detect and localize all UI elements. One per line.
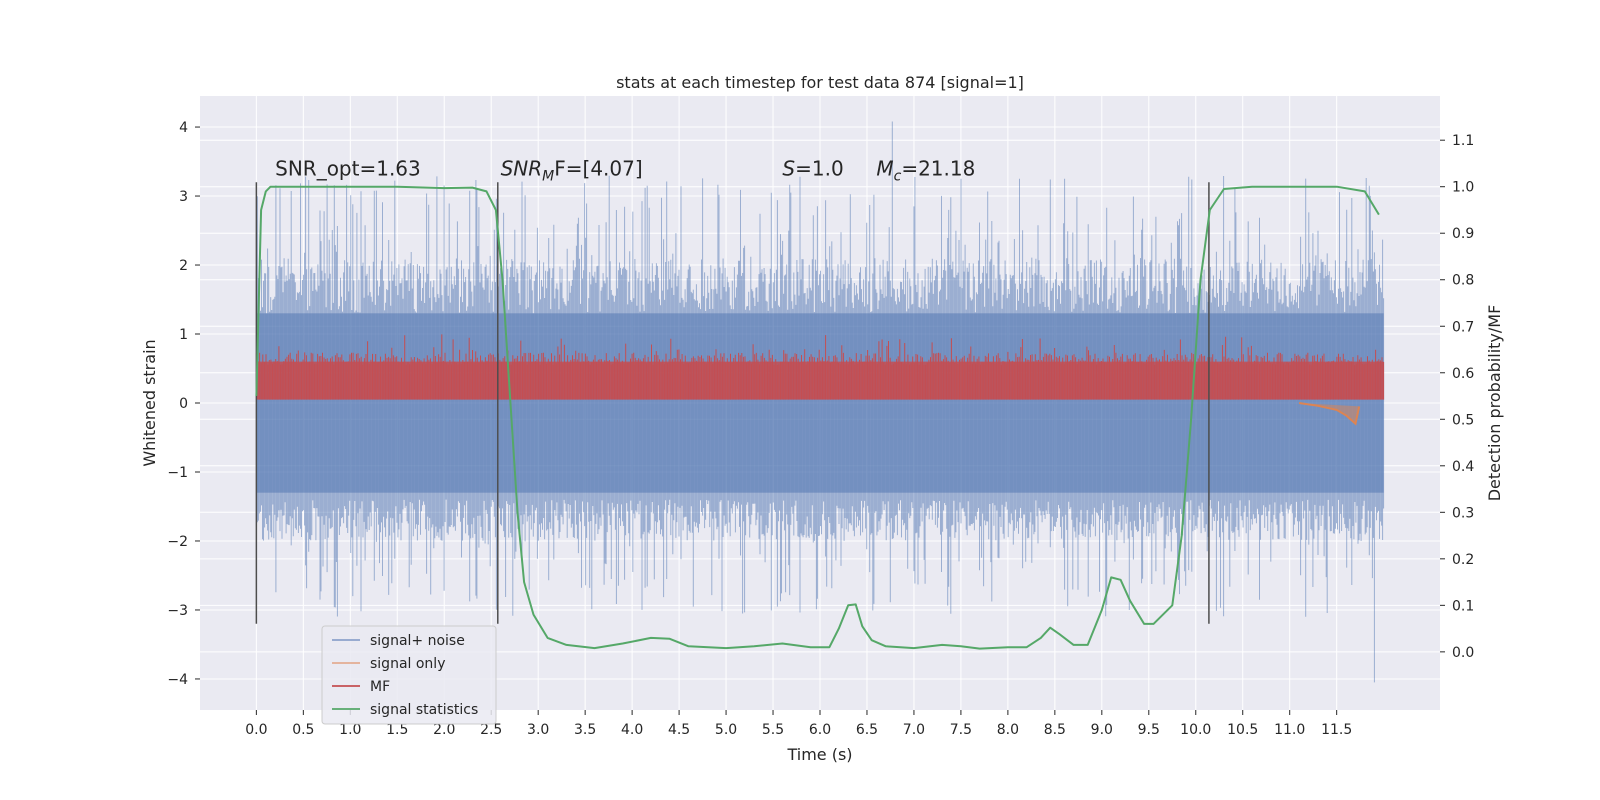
y2-tick-label: 0.9 (1452, 226, 1474, 242)
x-tick-label: 3.0 (527, 722, 549, 738)
x-tick-label: 7.5 (950, 722, 972, 738)
x-tick-label: 0.5 (292, 722, 314, 738)
annotations: SNR_opt=1.63 SNRMF=[4.07] S=1.0 Mc=21.18 (275, 156, 975, 184)
y2-tick-label: 0.8 (1452, 273, 1474, 289)
x-tick-label: 2.5 (480, 722, 502, 738)
legend-label-mf: MF (370, 679, 390, 695)
mf-series (255, 334, 1385, 400)
chart-title: stats at each timestep for test data 874… (616, 73, 1024, 92)
annotation-mc-main: M (876, 156, 893, 180)
y2-tick-label: 0.5 (1452, 412, 1474, 428)
signal-statistics-line (255, 185, 1380, 650)
annotation-snr-opt: SNR_opt=1.63 (275, 156, 421, 180)
signal-only-series (1298, 402, 1361, 426)
x-tick-label: 4.0 (621, 722, 643, 738)
legend-label-signal-noise: signal+ noise (370, 633, 465, 649)
x-tick-label: 11.5 (1321, 722, 1352, 738)
y-tick-label: 0 (179, 396, 188, 412)
annotation-mc-sub: c (894, 168, 902, 184)
y2-axis-label: Detection probability/MF (1485, 305, 1504, 502)
y-tick-label: −1 (167, 465, 188, 481)
y2-tick-label: 0.1 (1452, 598, 1474, 614)
x-tick-label: 10.5 (1227, 722, 1258, 738)
y2-tick-label: 0.6 (1452, 366, 1474, 382)
y2-tick-label: 0.2 (1452, 552, 1474, 568)
annotation-snr-mf-rest: F=[4.07] (554, 156, 642, 180)
x-tick-label: 4.5 (668, 722, 690, 738)
legend-label-signal-statistics: signal statistics (370, 702, 478, 718)
x-tick-label: 1.5 (386, 722, 408, 738)
y-tick-label: −4 (167, 672, 188, 688)
y-axis-ticks: −4 −3 −2 −1 0 1 2 3 4 (167, 120, 200, 688)
x-tick-label: 9.0 (1091, 722, 1113, 738)
y-tick-label: 3 (179, 189, 188, 205)
y-tick-label: −3 (167, 603, 188, 619)
x-axis-label: Time (s) (786, 745, 852, 764)
y-tick-label: 4 (179, 120, 188, 136)
annotation-s-rest: =1.0 (795, 156, 844, 180)
y-tick-label: −2 (167, 534, 188, 550)
annotation-snr-mf-sub: M (542, 168, 554, 184)
x-tick-label: 5.0 (715, 722, 737, 738)
x-tick-label: 5.5 (762, 722, 784, 738)
x-tick-label: 6.0 (809, 722, 831, 738)
x-tick-label: 3.5 (574, 722, 596, 738)
annotation-s: S=1.0 (782, 156, 843, 180)
x-tick-label: 10.0 (1180, 722, 1211, 738)
x-tick-label: 0.0 (245, 722, 267, 738)
y2-tick-label: 0.0 (1452, 645, 1474, 661)
x-tick-label: 8.0 (997, 722, 1019, 738)
x-tick-label: 11.0 (1274, 722, 1305, 738)
x-tick-label: 8.5 (1044, 722, 1066, 738)
y-tick-label: 1 (179, 327, 188, 343)
y2-tick-label: 0.3 (1452, 505, 1474, 521)
x-tick-label: 6.5 (856, 722, 878, 738)
y2-tick-label: 0.4 (1452, 459, 1474, 475)
x-axis-ticks: 0.0 0.5 1.0 1.5 2.0 2.5 3.0 3.5 4.0 4.5 5.0 5.5 6.0 6… (245, 710, 1352, 738)
x-tick-label: 1.0 (339, 722, 361, 738)
signal-only-line (1298, 402, 1361, 426)
signal-statistics-series (255, 185, 1380, 650)
annotation-s-main: S (782, 156, 795, 180)
y2-tick-label: 1.0 (1452, 180, 1474, 196)
y2-tick-label: 1.1 (1452, 133, 1474, 149)
x-tick-label: 7.0 (903, 722, 925, 738)
y2-axis-ticks: 0.0 0.1 0.2 0.3 0.4 0.5 0.6 0.7 0.8 0.9 1.0 1.1 (1440, 133, 1474, 661)
mf-core (256, 361, 1384, 400)
x-tick-label: 9.5 (1138, 722, 1160, 738)
annotation-snr-mf-main: SNR (501, 156, 543, 180)
annotation-mc-rest: =21.18 (901, 156, 975, 180)
legend: signal+ noise signal only MF signal stat… (321, 625, 497, 725)
legend-label-signal-only: signal only (370, 656, 445, 672)
annotation-mc: Mc=21.18 (876, 156, 975, 184)
legend-box (321, 625, 497, 725)
y-axis-label: Whitened strain (140, 339, 159, 466)
annotation-snr-mf: SNRMF=[4.07] (501, 156, 643, 184)
vertical-markers (255, 182, 1210, 624)
x-tick-label: 2.0 (433, 722, 455, 738)
y-tick-label: 2 (179, 258, 188, 274)
y2-tick-label: 0.7 (1452, 319, 1474, 335)
